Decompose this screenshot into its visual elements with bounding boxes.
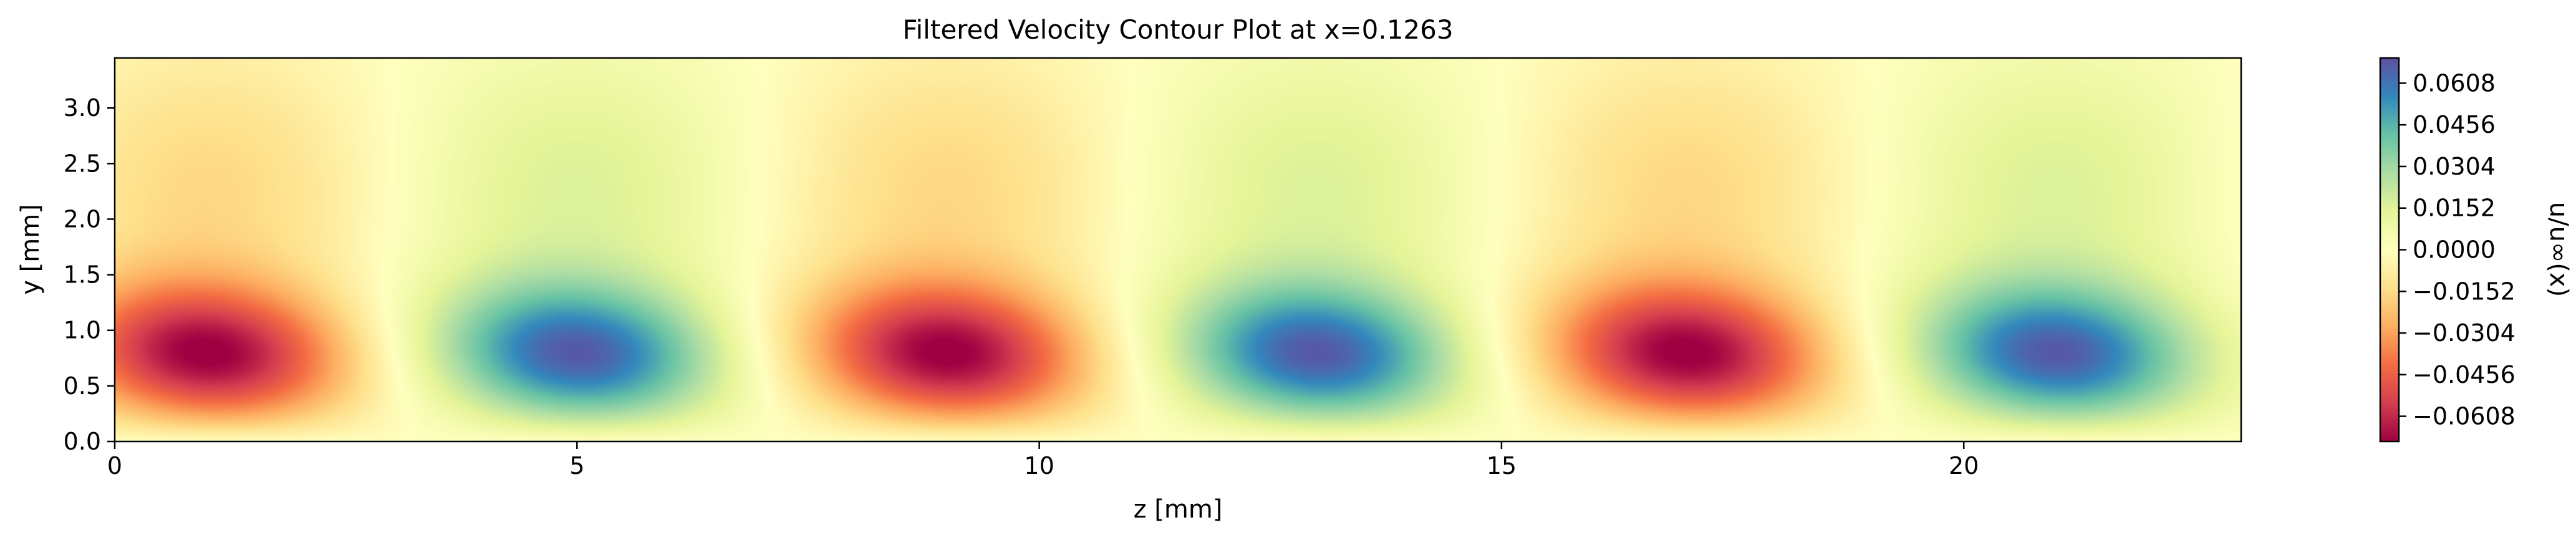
colorbar-tick-label: −0.0304	[2413, 319, 2516, 347]
y-axis: 0.0 0.5 1.0 1.5 2.0 2.5 3.0	[64, 94, 115, 455]
y-axis-label: y [mm]	[16, 204, 45, 295]
colorbar-tick-label: 0.0152	[2413, 195, 2496, 222]
y-tick-label: 3.0	[64, 94, 101, 122]
colorbar-tick-label: −0.0152	[2413, 277, 2516, 305]
plot-frame	[113, 57, 2242, 443]
colorbar-ticks: 0.0608 0.0456 0.0304 0.0152 0.0000 −0.0152 −0.…	[2399, 69, 2516, 430]
y-tick-label: 2.0	[64, 205, 101, 233]
colorbar-gradient	[2380, 58, 2399, 441]
y-tick-label: 0.0	[64, 428, 101, 455]
x-tick-label: 5	[569, 452, 584, 480]
colorbar: 0.0608 0.0456 0.0304 0.0152 0.0000 −0.0152 −0.…	[2379, 57, 2573, 443]
x-axis-label: z [mm]	[1134, 495, 1223, 524]
colorbar-tick-label: −0.0456	[2413, 361, 2516, 388]
colorbar-tick-label: 0.0608	[2413, 69, 2496, 97]
colorbar-tick-label: −0.0608	[2413, 403, 2516, 430]
x-tick-label: 0	[107, 452, 122, 480]
heatmap-image	[115, 58, 2241, 441]
y-tick-label: 1.5	[64, 261, 101, 289]
chart-title: Filtered Velocity Contour Plot at x=0.12…	[902, 14, 1453, 45]
colorbar-tick-label: 0.0000	[2413, 236, 2496, 264]
y-tick-label: 2.5	[64, 150, 101, 177]
x-axis: 0 5 10 15 20	[107, 441, 1979, 480]
colorbar-tick-label: 0.0456	[2413, 111, 2496, 138]
x-tick-label: 10	[1024, 452, 1054, 480]
colorbar-tick-label: 0.0304	[2413, 153, 2496, 180]
colorbar-label: u/u∞(x)	[2544, 202, 2573, 297]
y-tick-label: 0.5	[64, 372, 101, 400]
x-tick-label: 20	[1949, 452, 1979, 480]
y-tick-label: 1.0	[64, 317, 101, 344]
x-tick-label: 15	[1487, 452, 1517, 480]
plot-area	[113, 57, 2242, 443]
